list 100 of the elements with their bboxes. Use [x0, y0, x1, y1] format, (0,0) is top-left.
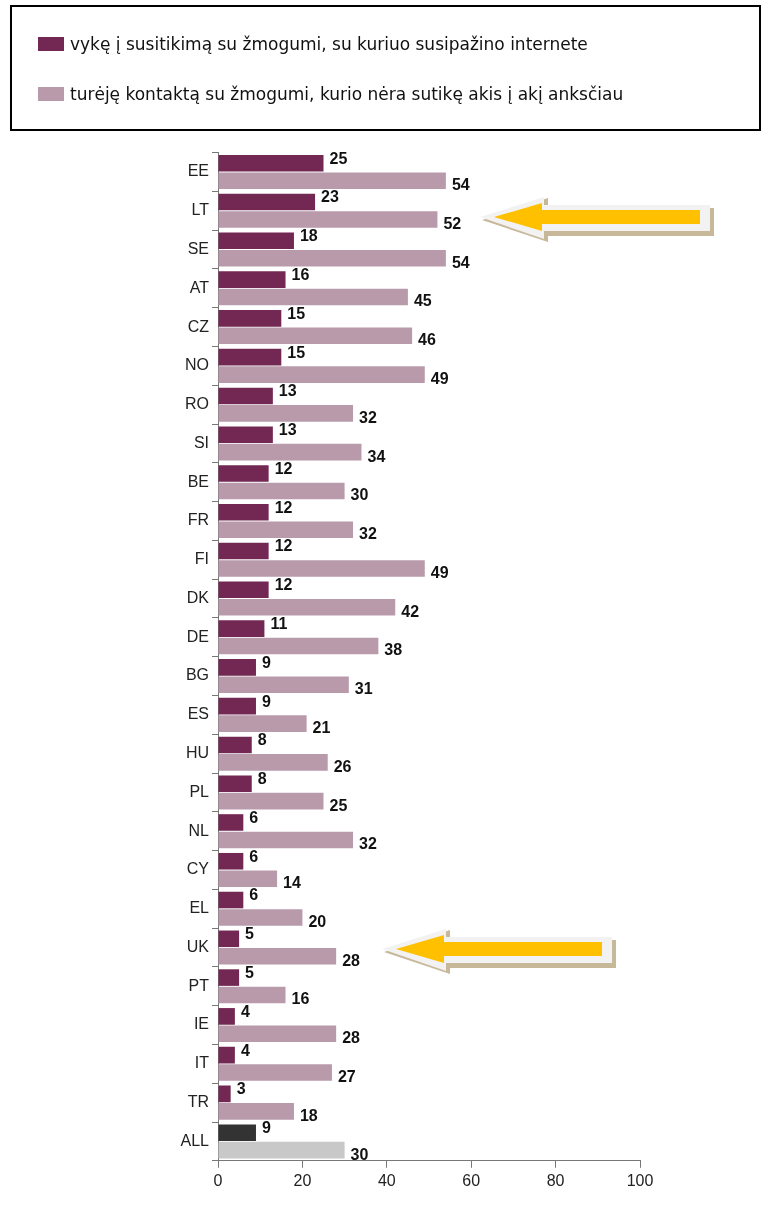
bar	[218, 969, 240, 986]
data-label: 9	[261, 1119, 271, 1137]
data-label: 26	[333, 757, 352, 775]
data-label: 54	[451, 253, 470, 271]
x-tick-label: 80	[546, 1171, 565, 1189]
data-label: 25	[329, 796, 348, 814]
y-tick-label: EE	[187, 162, 209, 180]
data-label: 12	[274, 459, 293, 477]
data-label: 38	[384, 641, 403, 659]
y-tick-label: ES	[187, 705, 209, 723]
x-tick-label: 100	[626, 1171, 654, 1189]
y-tick-label: HU	[185, 744, 209, 762]
data-label: 5	[245, 963, 255, 981]
bar	[218, 387, 273, 405]
bar	[218, 1124, 256, 1141]
data-label: 4	[240, 1002, 250, 1020]
data-label: 14	[283, 874, 301, 892]
bar	[218, 154, 324, 172]
y-tick-label: NL	[188, 821, 210, 839]
bar	[218, 542, 269, 560]
y-tick-label: ALL	[180, 1131, 210, 1149]
y-tick-label: SI	[193, 433, 209, 451]
data-label: 32	[359, 835, 377, 853]
bar	[218, 909, 303, 926]
bar	[218, 1046, 235, 1064]
data-label: 6	[249, 808, 259, 826]
data-label: 16	[291, 990, 310, 1008]
bar	[218, 581, 269, 599]
bar	[218, 271, 286, 288]
y-tick-label: FR	[187, 511, 209, 529]
data-label: 12	[274, 576, 293, 594]
y-tick-label: PL	[189, 782, 210, 800]
bar	[218, 620, 265, 637]
bar	[218, 1141, 345, 1159]
bar	[218, 1025, 337, 1043]
bar	[218, 598, 396, 616]
bar	[218, 249, 446, 267]
data-label: 11	[270, 614, 288, 632]
data-label: 34	[367, 447, 386, 465]
data-label: 32	[359, 525, 377, 543]
legend-label: vykę į susitikimą su žmogumi, su kuriuo susipažino internete	[70, 34, 588, 54]
bar	[218, 193, 316, 211]
y-tick-label: IE	[193, 1015, 209, 1033]
data-label: 12	[274, 498, 293, 516]
data-label: 15	[287, 343, 306, 361]
y-tick-label: AT	[189, 278, 210, 296]
bar	[218, 676, 349, 694]
bar	[218, 736, 252, 754]
data-label: 45	[413, 292, 432, 310]
data-label: 13	[278, 421, 297, 439]
y-tick-label: CY	[186, 860, 210, 878]
bar	[218, 288, 408, 306]
bar	[218, 482, 345, 500]
data-label: 9	[261, 653, 271, 671]
data-label: 16	[291, 266, 310, 283]
data-label: 8	[257, 770, 267, 788]
bar	[218, 891, 244, 909]
bar	[218, 426, 273, 443]
bar	[218, 852, 244, 870]
bar	[218, 947, 337, 965]
x-tick-label: 60	[462, 1171, 481, 1189]
x-tick-label: 40	[377, 1171, 396, 1189]
data-label: 4	[240, 1041, 250, 1059]
y-tick-label: CZ	[187, 317, 210, 335]
bar	[218, 754, 328, 771]
bar	[218, 870, 278, 887]
data-label: 54	[451, 176, 470, 194]
data-label: 28	[342, 951, 361, 969]
data-label: 25	[329, 149, 348, 167]
bar	[218, 348, 282, 366]
data-label: 8	[257, 731, 267, 749]
data-label: 27	[337, 1067, 356, 1085]
bar	[218, 503, 269, 521]
data-label: 12	[274, 537, 293, 555]
y-tick-label: LT	[191, 201, 210, 219]
bar	[218, 366, 425, 383]
y-tick-label: IT	[194, 1054, 210, 1072]
bar	[218, 443, 362, 461]
bar	[218, 1008, 235, 1025]
bar	[218, 560, 425, 577]
data-label: 30	[350, 1145, 369, 1163]
y-tick-label: UK	[186, 937, 210, 955]
data-label: 30	[350, 486, 369, 504]
legend-label: turėję kontaktą su žmogumi, kurio nėra sutikę akis į akį anksčiau	[70, 84, 624, 104]
data-label: 21	[312, 719, 331, 736]
y-tick-label: PT	[188, 976, 210, 994]
bar	[218, 814, 244, 831]
y-tick-label: NO	[185, 356, 209, 374]
data-label: 9	[261, 692, 271, 710]
bar	[218, 930, 240, 948]
x-tick-label: 20	[293, 1171, 312, 1189]
y-tick-label: RO	[185, 395, 209, 413]
y-tick-label: EL	[189, 899, 210, 917]
data-label: 46	[418, 331, 437, 349]
data-label: 18	[299, 1106, 318, 1124]
data-label: 6	[249, 886, 259, 904]
data-label: 49	[430, 370, 449, 387]
bar	[218, 831, 354, 849]
bar	[218, 1064, 332, 1081]
y-tick-label: FI	[194, 550, 209, 568]
